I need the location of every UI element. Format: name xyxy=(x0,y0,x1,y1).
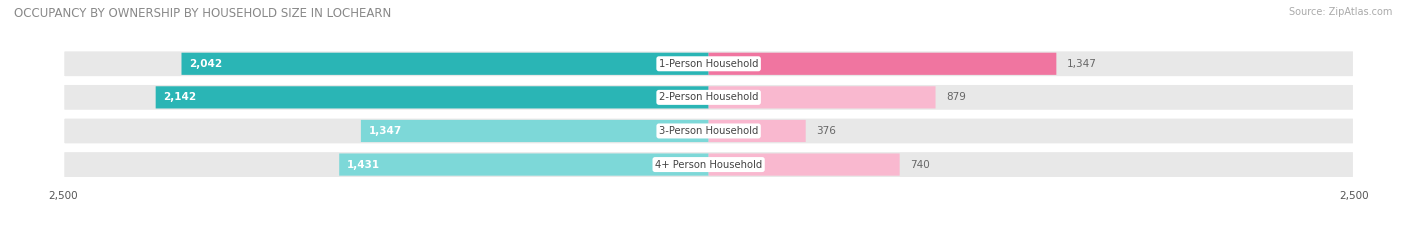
Text: 1,347: 1,347 xyxy=(368,126,402,136)
FancyBboxPatch shape xyxy=(181,53,709,75)
Text: 376: 376 xyxy=(815,126,837,136)
FancyBboxPatch shape xyxy=(709,120,806,142)
FancyBboxPatch shape xyxy=(361,120,709,142)
Text: 4+ Person Household: 4+ Person Household xyxy=(655,160,762,170)
Text: OCCUPANCY BY OWNERSHIP BY HOUSEHOLD SIZE IN LOCHEARN: OCCUPANCY BY OWNERSHIP BY HOUSEHOLD SIZE… xyxy=(14,7,391,20)
Text: 2,042: 2,042 xyxy=(190,59,222,69)
Text: 3-Person Household: 3-Person Household xyxy=(659,126,758,136)
FancyBboxPatch shape xyxy=(709,53,1056,75)
Text: 879: 879 xyxy=(946,92,966,102)
FancyBboxPatch shape xyxy=(63,84,1354,111)
Text: 740: 740 xyxy=(910,160,929,170)
Text: 1-Person Household: 1-Person Household xyxy=(659,59,758,69)
FancyBboxPatch shape xyxy=(63,50,1354,77)
Text: 2-Person Household: 2-Person Household xyxy=(659,92,758,102)
FancyBboxPatch shape xyxy=(709,154,900,176)
FancyBboxPatch shape xyxy=(709,86,935,108)
FancyBboxPatch shape xyxy=(63,151,1354,178)
FancyBboxPatch shape xyxy=(156,86,709,108)
Text: 1,431: 1,431 xyxy=(347,160,380,170)
FancyBboxPatch shape xyxy=(63,117,1354,144)
FancyBboxPatch shape xyxy=(339,154,709,176)
Text: 2,142: 2,142 xyxy=(163,92,197,102)
Text: Source: ZipAtlas.com: Source: ZipAtlas.com xyxy=(1288,7,1392,17)
Text: 1,347: 1,347 xyxy=(1067,59,1097,69)
